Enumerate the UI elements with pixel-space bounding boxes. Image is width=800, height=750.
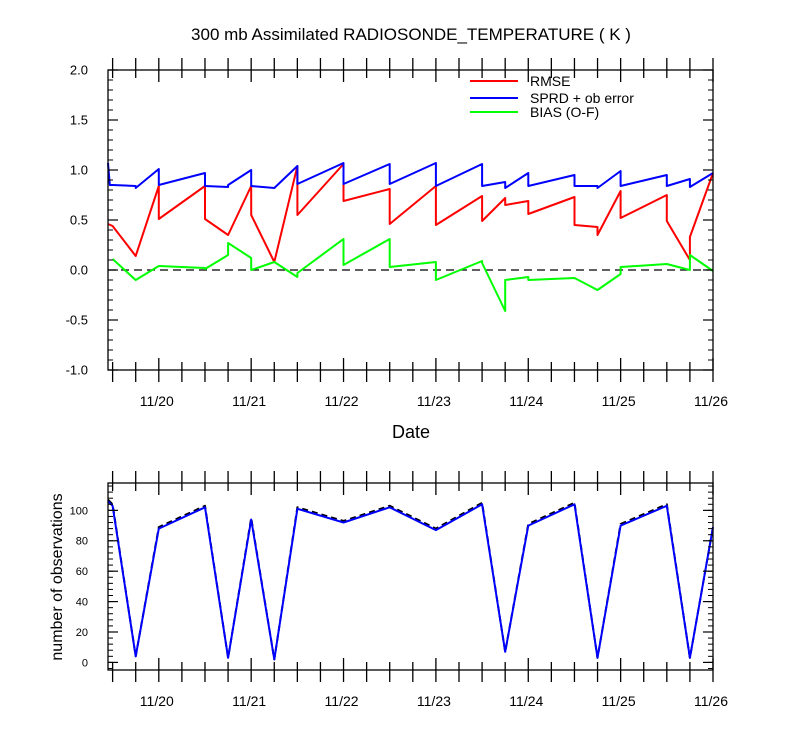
top-y-tick-label: 0.0 — [70, 263, 88, 278]
top-y-tick-label: -1.0 — [66, 363, 88, 378]
bottom-y-axis-label: number of observations — [49, 493, 66, 660]
bottom-chart: 100 80 60 40 20 0 11/20 11/21 11/22 11/23 11/24 11/… — [70, 471, 728, 709]
top-y-tick-label: 0.5 — [70, 213, 88, 228]
top-x-tick-label: 11/23 — [417, 393, 451, 409]
bottom-x-tick-label: 11/26 — [694, 693, 728, 709]
top-x-axis-label: Date — [392, 422, 430, 442]
top-x-tick-label: 11/20 — [140, 393, 174, 409]
top-chart: 2.0 1.5 1.0 0.5 0.0 -0.5 -1.0 11/20 11/21 11/22 11… — [66, 58, 728, 409]
bottom-y-tick-label: 80 — [76, 536, 88, 548]
top-x-tick-label: 11/24 — [509, 393, 543, 409]
bottom-y-tick-label: 20 — [76, 627, 88, 639]
top-x-tick-label: 11/22 — [325, 393, 359, 409]
series-line-number-of-observations-used — [107, 500, 714, 661]
bottom-y-tick-label: 0 — [82, 657, 88, 669]
top-x-tick-label: 11/25 — [602, 393, 636, 409]
bottom-y-tick-label: 60 — [76, 566, 88, 578]
series-line-rmse — [107, 163, 714, 263]
legend-label-sprd: SPRD + ob error — [530, 90, 634, 106]
legend-label-rmse: RMSE — [530, 73, 570, 89]
top-y-tick-label: 2.0 — [70, 63, 88, 78]
bottom-x-tick-label: 11/23 — [417, 693, 451, 709]
bottom-x-tick-label: 11/22 — [325, 693, 359, 709]
top-y-tick-label: 1.5 — [70, 113, 88, 128]
bottom-x-tick-label: 11/20 — [140, 693, 174, 709]
bottom-y-tick-label: 100 — [70, 505, 88, 517]
bottom-y-tick-label: 40 — [76, 597, 88, 609]
legend-label-bias: BIAS (O-F) — [530, 104, 599, 120]
bottom-x-tick-label: 11/24 — [509, 693, 543, 709]
top-y-tick-label: -0.5 — [66, 313, 88, 328]
bottom-plot-frame — [107, 482, 714, 671]
top-y-tick-label: 1.0 — [70, 163, 88, 178]
bottom-x-tick-label: 11/21 — [232, 693, 266, 709]
legend: RMSE SPRD + ob error BIAS (O-F) — [470, 73, 634, 120]
top-x-tick-label: 11/26 — [694, 393, 728, 409]
series-line-sprd-ob-error — [107, 162, 714, 189]
top-chart-title: 300 mb Assimilated RADIOSONDE_TEMPERATUR… — [191, 25, 631, 44]
bottom-x-tick-label: 11/25 — [602, 693, 636, 709]
top-x-tick-label: 11/21 — [232, 393, 266, 409]
series-line-bias-o-f — [111, 238, 714, 312]
